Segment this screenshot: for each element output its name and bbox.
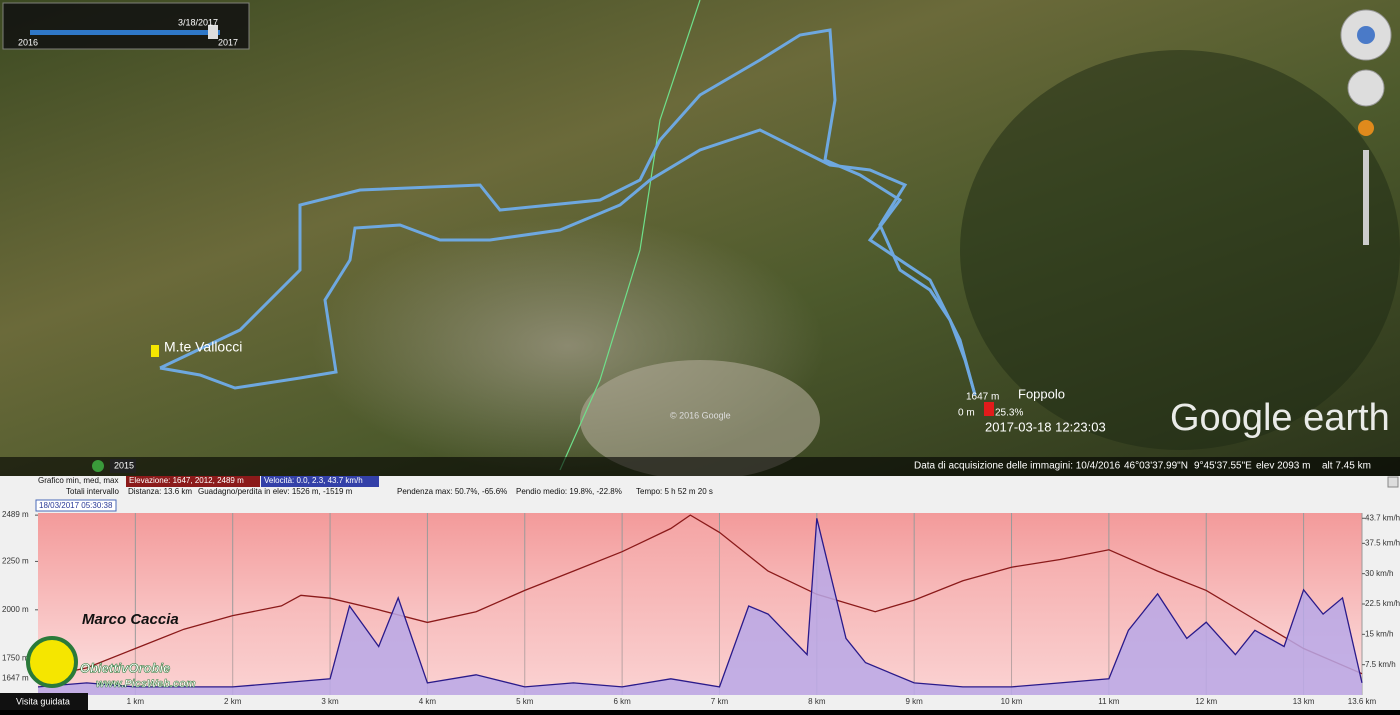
street-view-control[interactable]	[1358, 120, 1374, 136]
y-tick-label: 2250 m	[2, 557, 29, 566]
border-line	[559, 0, 701, 471]
gain-loss: Guadagno/perdita in elev: 1526 m, -1519 …	[198, 487, 353, 496]
x-tick-label: 10 km	[1001, 697, 1023, 706]
time-slider-end: 2017	[218, 37, 238, 47]
y-tick-label: 2000 m	[2, 605, 29, 614]
watermark-site: ObiettivOrobie	[80, 660, 170, 675]
distance: Distanza: 13.6 km	[128, 487, 192, 496]
tour-button[interactable]	[0, 693, 88, 710]
x-tick-label: 9 km	[906, 697, 924, 706]
series-line	[37, 518, 1363, 688]
copyright: © 2016 Google	[670, 410, 731, 420]
time-slider-date: 3/18/2017	[178, 17, 218, 27]
town-label: Foppolo	[1018, 386, 1065, 401]
track-label: 2017-03-18 12:23:03	[985, 419, 1106, 434]
x-tick-label: 6 km	[613, 697, 631, 706]
look-control[interactable]	[1357, 26, 1375, 44]
x-tick-label: 13.6 km	[1348, 697, 1377, 706]
placemark-label: M.te Vallocci	[164, 339, 242, 355]
altitude: alt 7.45 km	[1322, 461, 1371, 472]
status-bar	[0, 457, 1400, 476]
area-fill	[38, 518, 1362, 695]
y2-tick-label: 30 km/h	[1365, 569, 1393, 578]
time-slider-thumb[interactable]	[208, 25, 218, 39]
historical-imagery-icon[interactable]	[92, 460, 104, 472]
elevation-profile: 1 km 2 km 3 km 4 km 5 km 6 km 7 km 8 km 9 km 10 k…	[2, 510, 1400, 706]
track-label: 25.3%	[995, 408, 1023, 419]
y2-tick-label: 7.5 km/h	[1365, 660, 1396, 669]
watermark-author: Marco Caccia	[82, 611, 179, 628]
x-tick-label: 1 km	[127, 697, 145, 706]
move-control[interactable]	[1347, 69, 1385, 107]
track-label: 0 m	[958, 408, 975, 419]
time-slider-track[interactable]	[30, 30, 220, 35]
watermark-logo	[26, 636, 78, 688]
x-tick-label: 13 km	[1293, 697, 1315, 706]
header-label: Totali intervallo	[66, 487, 119, 496]
close-button[interactable]	[1387, 476, 1399, 488]
cursor-time-box	[35, 499, 117, 512]
max-slope: Pendenza max: 50.7%, -65.6%	[397, 487, 507, 496]
y2-tick-label: 22.5 km/h	[1365, 599, 1400, 608]
x-tick-label: 2 km	[224, 697, 242, 706]
x-tick-label: 4 km	[419, 697, 437, 706]
cursor-time: 18/03/2017 05:30:38	[39, 501, 113, 510]
placemark-pin[interactable]	[151, 345, 159, 357]
speed-stats: Velocità: 0.0, 2.3, 43.7 km/h	[264, 476, 363, 485]
y-tick-label: 1647 m	[2, 673, 29, 682]
time-slider-start: 2016	[18, 37, 38, 47]
speed-badge[interactable]	[261, 476, 379, 487]
elevation-badge[interactable]	[126, 476, 260, 487]
year-badge-text: 2015	[114, 460, 134, 470]
longitude: 9°45'37.55"E	[1194, 461, 1252, 472]
watermark-url: www.PicsWeb.com	[96, 678, 196, 690]
end-marker[interactable]	[984, 402, 994, 416]
x-tick-label: 3 km	[321, 697, 339, 706]
avg-slope: Pendio medio: 19.8%, -22.8%	[516, 487, 622, 496]
y-tick-label: 2489 m	[2, 510, 29, 519]
gps-track	[159, 128, 977, 396]
x-tick-label: 12 km	[1195, 697, 1217, 706]
imagery-date: Data di acquisizione delle immagini: 10/…	[914, 461, 1121, 472]
y-tick-label: 1750 m	[2, 653, 29, 662]
x-tick-label: 7 km	[711, 697, 729, 706]
header-label: Grafico min, med, max	[38, 476, 118, 485]
series-line	[37, 514, 1363, 679]
x-tick-label: 5 km	[516, 697, 534, 706]
terrain	[960, 50, 1400, 450]
elevation-stats: Elevazione: 1647, 2012, 2489 m	[129, 476, 244, 485]
zoom-slider[interactable]	[1363, 150, 1369, 245]
tour-button-label: Visita guidata	[16, 696, 70, 706]
elevation: elev 2093 m	[1256, 461, 1310, 472]
y2-tick-label: 43.7 km/h	[1365, 513, 1400, 522]
year-badge	[110, 459, 136, 473]
y2-tick-label: 15 km/h	[1365, 629, 1393, 638]
terrain	[580, 360, 820, 480]
y2-tick-label: 37.5 km/h	[1365, 538, 1400, 547]
x-tick-label: 11 km	[1098, 697, 1120, 706]
latitude: 46°03'37.99"N	[1124, 461, 1188, 472]
total-time: Tempo: 5 h 52 m 20 s	[636, 487, 713, 496]
gps-track	[159, 28, 977, 396]
x-tick-label: 8 km	[808, 697, 826, 706]
google-earth-logo: Google earth	[1170, 397, 1390, 439]
track-label: 1647 m	[966, 392, 999, 403]
